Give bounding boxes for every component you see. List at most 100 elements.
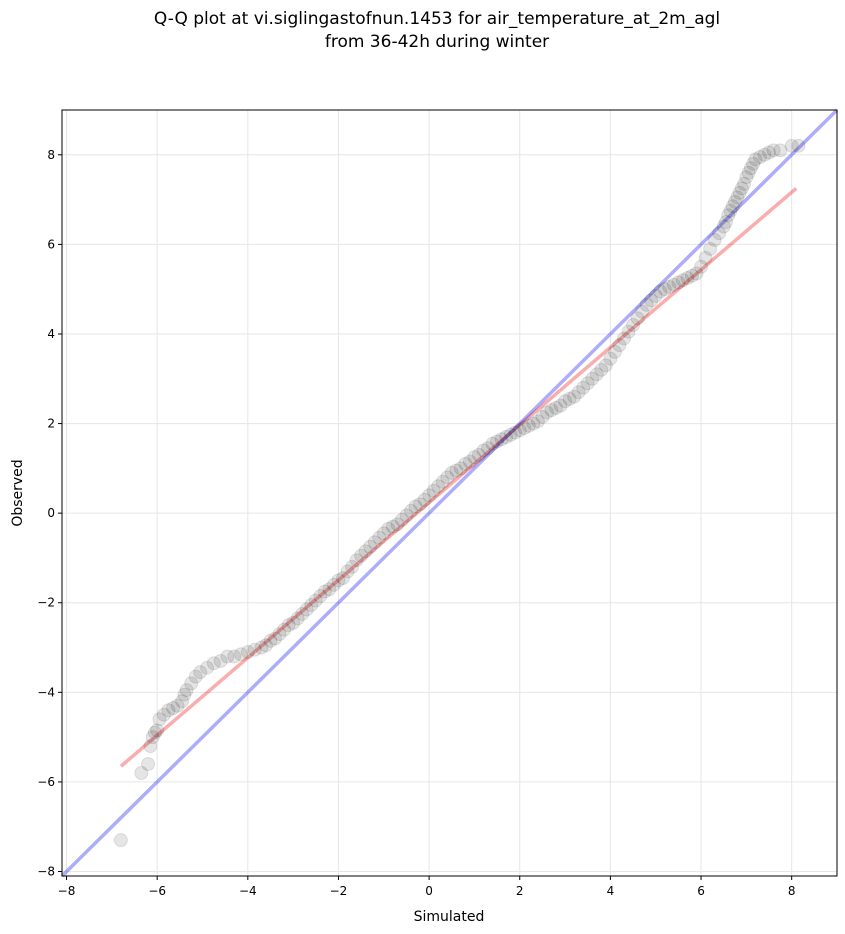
qq-point-7 bbox=[152, 712, 167, 727]
qq-point-30 bbox=[272, 627, 287, 642]
qq-point-146 bbox=[766, 143, 781, 158]
qq-point-128 bbox=[716, 219, 731, 234]
qq-point-101 bbox=[594, 362, 609, 377]
qq-point-78 bbox=[490, 434, 505, 449]
qq-point-133 bbox=[728, 194, 743, 209]
qq-point-82 bbox=[508, 425, 523, 440]
qq-point-75 bbox=[476, 443, 491, 458]
qq-point-29 bbox=[268, 631, 283, 646]
qq-point-33 bbox=[286, 615, 301, 630]
qq-point-119 bbox=[675, 273, 690, 288]
qq-point-115 bbox=[657, 282, 672, 297]
fit-line bbox=[119, 187, 798, 768]
qq-point-136 bbox=[734, 181, 749, 196]
qq-point-43 bbox=[331, 573, 346, 588]
qq-point-103 bbox=[603, 351, 618, 366]
qq-point-8 bbox=[156, 707, 171, 722]
qq-point-38 bbox=[308, 593, 323, 608]
qq-point-111 bbox=[639, 297, 654, 312]
qq-point-62 bbox=[417, 492, 432, 507]
x-tick-label-3: −2 bbox=[330, 884, 348, 898]
qq-point-59 bbox=[403, 503, 418, 518]
qq-point-144 bbox=[757, 147, 772, 162]
qq-point-71 bbox=[458, 456, 473, 471]
qq-point-117 bbox=[666, 277, 681, 292]
qq-point-137 bbox=[737, 176, 752, 191]
qq-point-113 bbox=[648, 288, 663, 303]
y-axis-ticks: −8 −6 −4 −2 0 2 4 6 8 bbox=[37, 148, 62, 879]
qq-point-18 bbox=[200, 660, 215, 675]
qq-point-40 bbox=[317, 584, 332, 599]
qq-point-76 bbox=[481, 441, 496, 456]
y-tick-label-3: −2 bbox=[37, 596, 55, 610]
qq-point-12 bbox=[175, 694, 190, 709]
qq-point-90 bbox=[544, 403, 559, 418]
qq-point-36 bbox=[299, 602, 314, 617]
x-tick-label-8: 8 bbox=[788, 884, 796, 898]
y-tick-label-5: 2 bbox=[47, 417, 55, 431]
qq-point-28 bbox=[263, 633, 278, 648]
y-tick-label-6: 4 bbox=[47, 327, 55, 341]
qq-point-16 bbox=[188, 669, 203, 684]
qq-point-114 bbox=[653, 284, 668, 299]
qq-point-88 bbox=[535, 409, 550, 424]
qq-point-124 bbox=[698, 250, 713, 265]
x-tick-label-1: −6 bbox=[148, 884, 166, 898]
qq-point-61 bbox=[413, 497, 428, 512]
qq-point-53 bbox=[376, 526, 391, 541]
qq-point-32 bbox=[281, 618, 296, 633]
qq-point-51 bbox=[367, 535, 382, 550]
qq-point-132 bbox=[725, 199, 740, 214]
qq-point-3 bbox=[143, 739, 158, 754]
qq-point-134 bbox=[730, 190, 745, 205]
qq-point-2 bbox=[141, 757, 156, 772]
x-tick-label-0: −8 bbox=[58, 884, 76, 898]
x-axis-ticks: −8 −6 −4 −2 0 2 4 6 8 bbox=[58, 876, 796, 898]
qq-point-58 bbox=[399, 508, 414, 523]
qq-point-135 bbox=[732, 185, 747, 200]
qq-point-131 bbox=[723, 203, 738, 218]
qq-point-22 bbox=[227, 649, 242, 664]
qq-point-83 bbox=[512, 423, 527, 438]
qq-point-97 bbox=[576, 380, 591, 395]
qq-point-120 bbox=[680, 270, 695, 285]
qq-point-125 bbox=[703, 241, 718, 256]
y-tick-label-8: 8 bbox=[47, 148, 55, 162]
qq-point-57 bbox=[394, 512, 409, 527]
qq-point-64 bbox=[426, 483, 441, 498]
qq-point-14 bbox=[179, 683, 194, 698]
qq-point-44 bbox=[335, 571, 350, 586]
qq-point-123 bbox=[694, 259, 709, 274]
qq-point-35 bbox=[295, 606, 310, 621]
qq-point-67 bbox=[440, 470, 455, 485]
x-tick-label-4: 0 bbox=[425, 884, 433, 898]
y-tick-label-7: 6 bbox=[47, 237, 55, 251]
qq-point-15 bbox=[184, 676, 199, 691]
y-tick-label-0: −8 bbox=[37, 865, 55, 879]
qq-point-47 bbox=[349, 553, 364, 568]
qq-point-21 bbox=[220, 649, 235, 664]
qq-point-102 bbox=[598, 358, 613, 373]
qq-point-70 bbox=[453, 461, 468, 476]
qq-point-98 bbox=[580, 376, 595, 391]
qq-point-141 bbox=[746, 156, 761, 171]
qq-point-26 bbox=[254, 640, 269, 655]
grid-lines bbox=[62, 110, 837, 876]
qq-point-86 bbox=[526, 416, 541, 431]
qq-point-84 bbox=[517, 421, 532, 436]
qq-point-0 bbox=[113, 833, 128, 848]
qq-point-106 bbox=[616, 331, 631, 346]
qq-point-93 bbox=[558, 394, 573, 409]
qq-point-110 bbox=[635, 304, 650, 319]
qq-point-127 bbox=[712, 226, 727, 241]
qq-point-4 bbox=[145, 730, 160, 745]
qq-point-6 bbox=[150, 723, 165, 738]
y-axis-label: Observed bbox=[10, 459, 26, 526]
identity-line bbox=[60, 108, 839, 878]
qq-point-121 bbox=[684, 268, 699, 283]
qq-point-80 bbox=[499, 430, 514, 445]
qq-point-11 bbox=[170, 698, 185, 713]
qq-point-85 bbox=[521, 418, 536, 433]
qq-point-95 bbox=[567, 389, 582, 404]
qq-point-68 bbox=[444, 465, 459, 480]
